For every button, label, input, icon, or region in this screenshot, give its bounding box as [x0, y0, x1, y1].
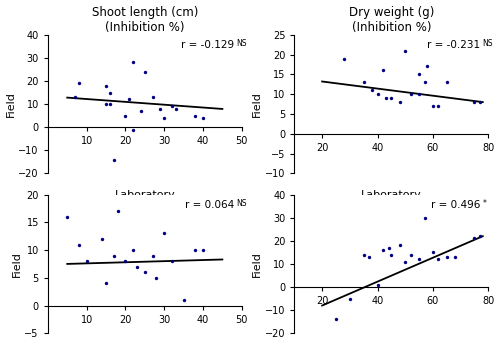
Point — [415, 257, 423, 262]
Point — [180, 297, 188, 303]
Point — [360, 252, 368, 258]
Point — [424, 64, 432, 69]
Point — [152, 275, 160, 281]
Point — [141, 269, 149, 275]
Point — [106, 101, 114, 107]
Point — [126, 97, 134, 102]
Point — [401, 48, 409, 53]
Point — [71, 94, 79, 100]
Point — [129, 127, 137, 132]
Point — [382, 95, 390, 101]
Point — [374, 91, 382, 97]
Point — [340, 56, 348, 61]
Point — [160, 231, 168, 236]
Point — [64, 214, 72, 220]
Point — [137, 108, 145, 114]
Point — [470, 99, 478, 105]
Text: NS: NS — [482, 39, 493, 48]
Point — [396, 99, 404, 105]
Point — [434, 103, 442, 109]
Point — [379, 68, 387, 73]
Point — [199, 247, 207, 253]
Point — [415, 72, 423, 77]
Point — [365, 254, 373, 260]
Point — [443, 80, 451, 85]
Point — [415, 91, 423, 97]
Point — [388, 252, 396, 258]
Point — [129, 60, 137, 65]
Point — [98, 236, 106, 242]
Point — [332, 317, 340, 322]
Point — [75, 242, 83, 247]
Point — [106, 90, 114, 95]
Point — [122, 113, 130, 118]
Y-axis label: Field: Field — [252, 251, 262, 277]
Point — [141, 69, 149, 74]
Point — [129, 247, 137, 253]
Y-axis label: Field: Field — [252, 91, 262, 117]
Text: r = 0.496: r = 0.496 — [431, 200, 480, 210]
X-axis label: Laboratory: Laboratory — [114, 190, 175, 200]
Text: r = -0.231: r = -0.231 — [428, 40, 480, 50]
Point — [156, 106, 164, 111]
Text: *: * — [482, 199, 486, 208]
X-axis label: Laboratory: Laboratory — [361, 190, 422, 200]
Point — [434, 257, 442, 262]
Point — [168, 258, 176, 264]
Text: r = 0.064: r = 0.064 — [185, 200, 234, 210]
Point — [160, 115, 168, 121]
Point — [420, 80, 428, 85]
Point — [82, 258, 90, 264]
Point — [476, 233, 484, 239]
Point — [172, 106, 180, 111]
Point — [368, 87, 376, 93]
Point — [396, 243, 404, 248]
Point — [191, 113, 199, 118]
Point — [407, 91, 415, 97]
Point — [388, 95, 396, 101]
Point — [346, 296, 354, 302]
Point — [429, 250, 437, 255]
Title: Shoot length (cm)
(Inhibition %): Shoot length (cm) (Inhibition %) — [92, 6, 198, 34]
Point — [114, 208, 122, 214]
Text: NS: NS — [236, 39, 246, 48]
Point — [102, 83, 110, 88]
Point — [122, 258, 130, 264]
Point — [168, 104, 176, 109]
Point — [401, 259, 409, 265]
Y-axis label: Field: Field — [6, 91, 16, 117]
Y-axis label: Field: Field — [12, 251, 22, 277]
Point — [148, 94, 156, 100]
Text: NS: NS — [236, 199, 246, 208]
Point — [476, 99, 484, 105]
Point — [420, 215, 428, 221]
Point — [199, 115, 207, 121]
Point — [443, 254, 451, 260]
Point — [133, 264, 141, 269]
Point — [191, 247, 199, 253]
Point — [110, 157, 118, 162]
Title: Dry weight (g)
(Inhibition %): Dry weight (g) (Inhibition %) — [348, 6, 434, 34]
Point — [75, 81, 83, 86]
Point — [379, 247, 387, 253]
Point — [148, 253, 156, 258]
Text: r = -0.129: r = -0.129 — [181, 40, 234, 50]
Point — [360, 80, 368, 85]
Point — [429, 103, 437, 109]
Point — [451, 254, 459, 260]
Point — [470, 236, 478, 241]
Point — [407, 252, 415, 258]
Point — [384, 245, 392, 251]
Point — [374, 282, 382, 288]
Point — [102, 101, 110, 107]
Point — [110, 253, 118, 258]
Point — [102, 281, 110, 286]
